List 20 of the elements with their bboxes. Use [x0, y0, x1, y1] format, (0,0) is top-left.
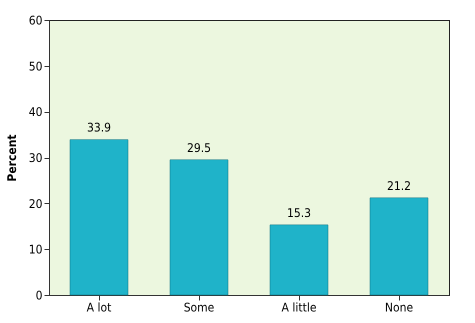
y-tick-label: 50 [28, 59, 43, 74]
data-label: 21.2 [386, 178, 412, 193]
x-tick-label: A lot [86, 300, 112, 314]
data-label: 33.9 [86, 120, 112, 135]
x-tick-label: None [384, 300, 414, 314]
bar [270, 224, 328, 296]
y-tick-label: 20 [28, 196, 43, 211]
bar [170, 160, 228, 296]
x-tick-label: Some [184, 300, 215, 314]
y-tick-label: 30 [28, 151, 43, 165]
y-tick-label: 40 [28, 105, 43, 120]
x-tick-label: A little [282, 300, 317, 314]
y-axis-title: Percent [4, 134, 19, 182]
bar [370, 198, 428, 296]
data-label: 15.3 [286, 206, 312, 220]
y-tick-label: 0 [36, 288, 43, 302]
bar [70, 139, 128, 296]
y-tick-label: 10 [28, 242, 43, 257]
data-label: 29.5 [186, 140, 212, 155]
y-tick-label: 60 [28, 14, 43, 28]
